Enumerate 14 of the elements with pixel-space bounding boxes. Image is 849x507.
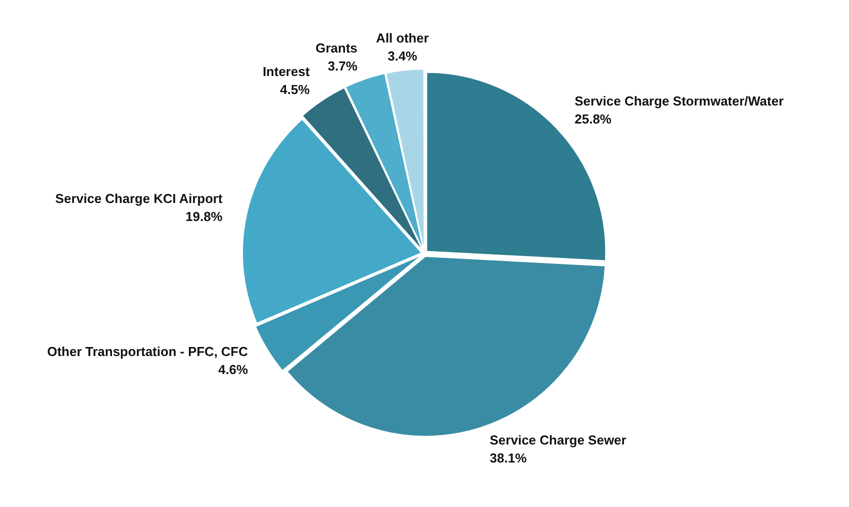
slice-label: Service Charge Stormwater/Water <box>574 94 784 109</box>
slice-label: Other Transportation - PFC, CFC <box>47 344 248 360</box>
slice-label: Grants <box>315 40 358 56</box>
slice-label: Service Charge KCI Airport <box>55 191 224 206</box>
slice-label: Interest <box>262 64 310 79</box>
slice-label: All other <box>376 30 429 46</box>
data-label: 19.8% <box>186 209 223 224</box>
data-label: 38.1% <box>490 450 528 466</box>
data-label: 4.5% <box>280 82 310 97</box>
data-label: 25.8% <box>574 112 612 127</box>
data-label: 3.7% <box>328 58 358 74</box>
slice-label: Service Charge Sewer <box>490 432 626 448</box>
data-label: 3.4% <box>388 48 418 64</box>
data-label: 4.6% <box>218 362 248 378</box>
